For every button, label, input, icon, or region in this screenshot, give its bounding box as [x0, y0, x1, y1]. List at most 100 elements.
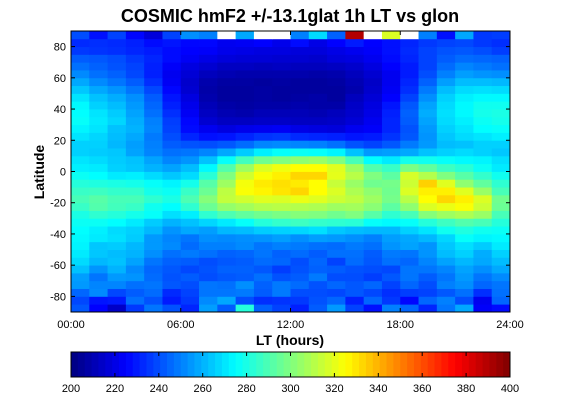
heatmap-cell: [253, 101, 273, 110]
heatmap-cell: [144, 304, 163, 313]
heatmap-cell: [217, 163, 237, 172]
heatmap-cell: [217, 202, 237, 211]
colorbar-swatch: [187, 352, 195, 377]
heatmap-cell: [345, 116, 365, 126]
heatmap-cell: [89, 70, 108, 79]
heatmap-cell: [436, 187, 456, 196]
heatmap-cell: [253, 38, 273, 48]
heatmap-cell: [180, 304, 200, 313]
heatmap-cell: [308, 179, 328, 188]
heatmap-cell: [418, 288, 438, 297]
heatmap-cell: [290, 226, 310, 235]
heatmap-cell: [491, 54, 511, 63]
heatmap-cell: [235, 124, 255, 133]
heatmap-cell: [253, 265, 273, 274]
heatmap-cell: [125, 70, 145, 79]
heatmap-cell: [272, 54, 291, 63]
heatmap-cell: [217, 194, 237, 204]
heatmap-cell: [71, 280, 90, 289]
heatmap-cell: [400, 265, 419, 274]
heatmap-cell: [162, 296, 182, 305]
heatmap-cell: [272, 194, 291, 204]
heatmap-cell: [71, 132, 90, 141]
heatmap-cell: [253, 194, 273, 204]
heatmap-cell: [455, 187, 474, 196]
heatmap-cell: [436, 257, 456, 266]
heatmap-cell: [235, 31, 255, 40]
heatmap-cell: [345, 280, 365, 289]
colorbar-tick-label: 320: [325, 383, 343, 395]
heatmap-cell: [107, 38, 127, 48]
colorbar-swatch: [167, 352, 175, 377]
heatmap-cell: [363, 109, 383, 118]
heatmap-cell: [253, 70, 273, 79]
heatmap-cell: [107, 288, 127, 297]
heatmap-cell: [363, 202, 383, 211]
heatmap-cell: [199, 85, 218, 94]
colorbar-tick-label: 220: [106, 383, 124, 395]
heatmap-cell: [436, 101, 456, 110]
heatmap-cell: [162, 124, 182, 133]
heatmap-cell: [473, 241, 493, 250]
heatmap-cell: [125, 124, 145, 133]
heatmap-cell: [455, 241, 474, 250]
colorbar-swatch: [365, 352, 374, 377]
heatmap-cell: [455, 296, 474, 305]
heatmap-cell: [327, 194, 346, 204]
heatmap-cell: [144, 85, 163, 94]
heatmap-cell: [491, 241, 511, 250]
heatmap-cell: [381, 171, 401, 180]
heatmap-cell: [235, 54, 255, 63]
heatmap-cell: [381, 62, 401, 71]
heatmap-cell: [400, 187, 419, 196]
colorbar-swatch: [173, 352, 182, 377]
heatmap-cell: [400, 31, 419, 40]
heatmap-cell: [345, 85, 365, 94]
heatmap-cell: [473, 265, 493, 274]
heatmap-cell: [180, 171, 200, 180]
heatmap-cell: [363, 31, 383, 40]
heatmap-cell: [199, 46, 218, 55]
heatmap-cell: [199, 194, 218, 204]
heatmap-cell: [290, 70, 310, 79]
heatmap-cell: [235, 210, 255, 219]
heatmap-cell: [491, 31, 511, 40]
heatmap-cell: [473, 116, 493, 126]
heatmap-cell: [71, 77, 90, 87]
heatmap-cell: [290, 233, 310, 243]
heatmap-cell: [491, 140, 511, 149]
heatmap-cell: [290, 140, 310, 149]
heatmap-cell: [491, 38, 511, 48]
heatmap-cell: [199, 280, 218, 289]
heatmap-cell: [180, 31, 200, 40]
heatmap-cell: [144, 179, 163, 188]
heatmap-cell: [363, 38, 383, 48]
heatmap-cell: [363, 171, 383, 180]
heatmap-cell: [125, 272, 145, 282]
heatmap-cell: [199, 77, 218, 87]
heatmap-cell: [436, 155, 456, 165]
heatmap-cell: [125, 140, 145, 149]
heatmap-cell: [217, 171, 237, 180]
heatmap-cell: [272, 202, 291, 211]
heatmap-cell: [125, 155, 145, 165]
heatmap-cell: [235, 171, 255, 180]
heatmap-cell: [162, 109, 182, 118]
heatmap-cell: [308, 155, 328, 165]
heatmap-cell: [89, 109, 108, 118]
heatmap-cell: [89, 171, 108, 180]
heatmap-cell: [400, 233, 419, 243]
y-axis-label: Latitude: [31, 145, 47, 200]
heatmap-cell: [107, 280, 127, 289]
heatmap-cell: [235, 109, 255, 118]
heatmap-cell: [235, 179, 255, 188]
colorbar-swatch: [297, 352, 305, 377]
heatmap-cell: [381, 101, 401, 110]
heatmap-cell: [253, 272, 273, 282]
heatmap-cell: [308, 70, 328, 79]
heatmap-cell: [235, 77, 255, 87]
heatmap-cell: [217, 77, 237, 87]
heatmap-cell: [455, 280, 474, 289]
heatmap-cell: [327, 249, 346, 258]
heatmap-cell: [473, 280, 493, 289]
